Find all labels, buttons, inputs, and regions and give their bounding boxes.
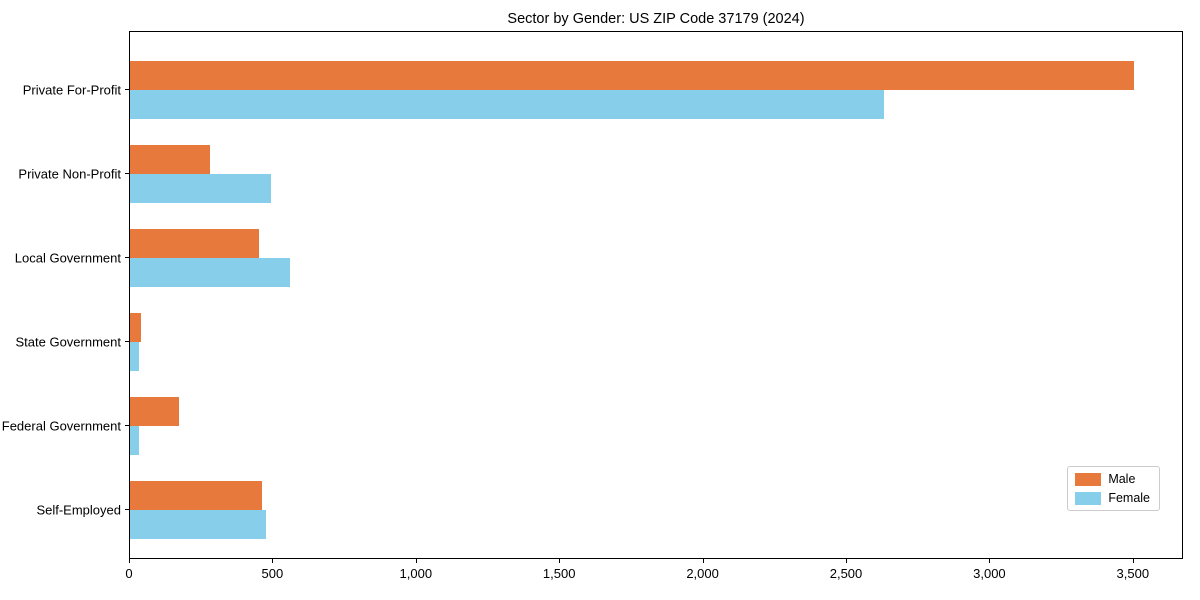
bar-male-1 [130,145,210,174]
y-tick-mark [125,257,129,258]
x-tick-mark [1132,559,1134,563]
x-tick-label: 2,500 [829,566,863,581]
bar-female-1 [130,174,271,203]
y-tick-label: Local Government [14,250,121,266]
y-tick-mark [125,425,129,426]
y-tick-label: State Government [15,334,122,350]
plot-area: Male Female [129,31,1183,559]
y-tick-mark [125,89,129,90]
legend: Male Female [1067,466,1160,511]
x-tick-mark [989,559,991,563]
legend-entry-male: Male [1075,472,1150,486]
bar-female-4 [130,426,139,455]
x-tick-mark [129,559,130,563]
x-tick-mark [846,559,847,563]
male-swatch [1075,472,1102,486]
x-tick-label: 1,000 [399,566,433,581]
bar-female-3 [130,342,139,371]
y-tick-label: Self-Employed [36,502,121,518]
y-tick-mark [125,173,129,174]
bar-female-2 [130,258,290,287]
y-tick-label: Private Non-Profit [18,166,121,182]
chart-title: Sector by Gender: US ZIP Code 37179 (202… [507,11,805,27]
x-tick-label: 3,000 [973,566,1006,581]
x-tick-label: 500 [261,566,284,581]
y-tick-label: Federal Government [1,418,121,434]
x-tick-mark [702,559,704,563]
x-tick-label: 2,000 [686,566,719,581]
bar-female-5 [130,510,266,539]
female-swatch [1075,491,1102,505]
x-tick-mark [415,559,417,563]
legend-label-male: Male [1108,472,1136,486]
x-tick-label: 0 [125,566,133,581]
bar-female-0 [130,90,884,119]
x-tick-label: 1,500 [542,566,576,581]
bar-male-5 [130,481,262,510]
bar-male-0 [130,61,1134,90]
x-tick-mark [272,559,274,563]
y-tick-mark [125,341,129,342]
y-tick-mark [125,509,129,510]
bar-male-3 [130,313,141,342]
bar-male-4 [130,397,179,426]
bar-male-2 [130,229,259,258]
y-tick-label: Private For-Profit [22,82,121,98]
legend-entry-female: Female [1075,491,1150,505]
legend-label-female: Female [1108,491,1150,505]
x-tick-mark [559,559,561,563]
x-tick-label: 3,500 [1116,566,1150,581]
